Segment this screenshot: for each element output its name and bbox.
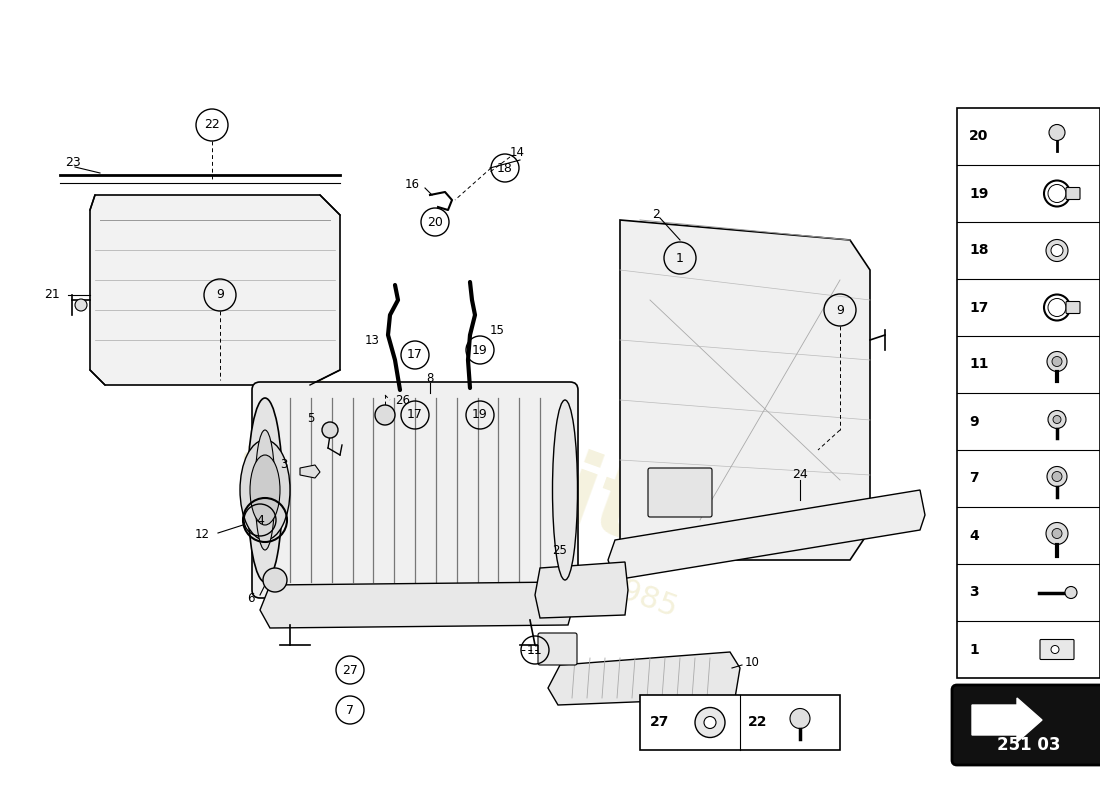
Circle shape xyxy=(263,568,287,592)
FancyBboxPatch shape xyxy=(1066,187,1080,199)
Text: 4: 4 xyxy=(256,514,264,526)
Text: 5: 5 xyxy=(308,411,315,425)
Text: 18: 18 xyxy=(497,162,513,174)
Circle shape xyxy=(1050,245,1063,257)
Text: 3: 3 xyxy=(969,586,979,599)
Text: 9: 9 xyxy=(836,303,844,317)
Text: 3: 3 xyxy=(280,458,288,471)
Circle shape xyxy=(1053,415,1062,423)
Polygon shape xyxy=(620,220,870,560)
Circle shape xyxy=(75,299,87,311)
Polygon shape xyxy=(260,582,575,628)
Circle shape xyxy=(1065,586,1077,598)
Ellipse shape xyxy=(552,400,578,580)
Text: 14: 14 xyxy=(510,146,525,158)
Ellipse shape xyxy=(248,398,283,582)
Text: 4: 4 xyxy=(969,529,979,542)
Text: 17: 17 xyxy=(407,349,422,362)
Text: 20: 20 xyxy=(427,215,443,229)
Text: 26: 26 xyxy=(395,394,410,406)
Text: 22: 22 xyxy=(205,118,220,131)
Polygon shape xyxy=(548,652,740,705)
Text: 11: 11 xyxy=(527,643,543,657)
FancyBboxPatch shape xyxy=(252,382,578,598)
FancyBboxPatch shape xyxy=(952,685,1100,765)
FancyBboxPatch shape xyxy=(538,633,578,665)
Circle shape xyxy=(1047,351,1067,371)
Text: 11: 11 xyxy=(969,358,989,371)
Ellipse shape xyxy=(240,440,290,540)
Text: 251 03: 251 03 xyxy=(997,736,1060,754)
Text: 25: 25 xyxy=(552,543,568,557)
Ellipse shape xyxy=(250,455,280,525)
Text: 18: 18 xyxy=(969,243,989,258)
Circle shape xyxy=(1047,466,1067,486)
Polygon shape xyxy=(972,698,1042,742)
FancyBboxPatch shape xyxy=(1040,639,1074,659)
Circle shape xyxy=(704,717,716,729)
Text: a passion for parts since 1985: a passion for parts since 1985 xyxy=(239,438,682,622)
Circle shape xyxy=(1046,239,1068,262)
Text: 2: 2 xyxy=(652,209,660,222)
Text: eurobits: eurobits xyxy=(250,338,711,582)
Text: 6: 6 xyxy=(248,591,255,605)
Circle shape xyxy=(1048,410,1066,429)
Text: 7: 7 xyxy=(346,703,354,717)
Text: 12: 12 xyxy=(195,529,210,542)
Circle shape xyxy=(1052,357,1062,366)
Text: 27: 27 xyxy=(650,715,670,730)
Text: 1: 1 xyxy=(676,251,684,265)
Text: 21: 21 xyxy=(44,289,60,302)
Circle shape xyxy=(375,405,395,425)
Polygon shape xyxy=(300,465,320,478)
FancyBboxPatch shape xyxy=(648,468,712,517)
Polygon shape xyxy=(608,490,925,580)
FancyBboxPatch shape xyxy=(640,695,840,750)
Text: 8: 8 xyxy=(427,371,433,385)
Circle shape xyxy=(1049,125,1065,141)
Polygon shape xyxy=(90,195,340,385)
Text: 9: 9 xyxy=(969,414,979,429)
Circle shape xyxy=(695,707,725,738)
Circle shape xyxy=(322,422,338,438)
Text: 13: 13 xyxy=(365,334,380,346)
Text: 19: 19 xyxy=(969,186,989,201)
Text: 19: 19 xyxy=(472,343,488,357)
Polygon shape xyxy=(535,562,628,618)
Text: 22: 22 xyxy=(748,715,768,730)
Text: 27: 27 xyxy=(342,663,358,677)
Text: 24: 24 xyxy=(792,469,807,482)
Text: 17: 17 xyxy=(407,409,422,422)
Text: 16: 16 xyxy=(405,178,420,191)
Text: 10: 10 xyxy=(745,655,760,669)
Circle shape xyxy=(1052,529,1062,538)
Circle shape xyxy=(1052,471,1062,482)
Circle shape xyxy=(790,709,810,729)
Text: 20: 20 xyxy=(969,130,989,143)
Text: 19: 19 xyxy=(472,409,488,422)
Ellipse shape xyxy=(255,430,275,550)
Circle shape xyxy=(1046,522,1068,545)
Text: 17: 17 xyxy=(969,301,989,314)
Text: 9: 9 xyxy=(216,289,224,302)
Circle shape xyxy=(1050,646,1059,654)
FancyBboxPatch shape xyxy=(957,108,1100,678)
Text: 7: 7 xyxy=(969,471,979,486)
Text: 15: 15 xyxy=(490,323,505,337)
Text: 23: 23 xyxy=(65,155,80,169)
Text: 1: 1 xyxy=(969,642,979,657)
FancyBboxPatch shape xyxy=(1066,302,1080,314)
